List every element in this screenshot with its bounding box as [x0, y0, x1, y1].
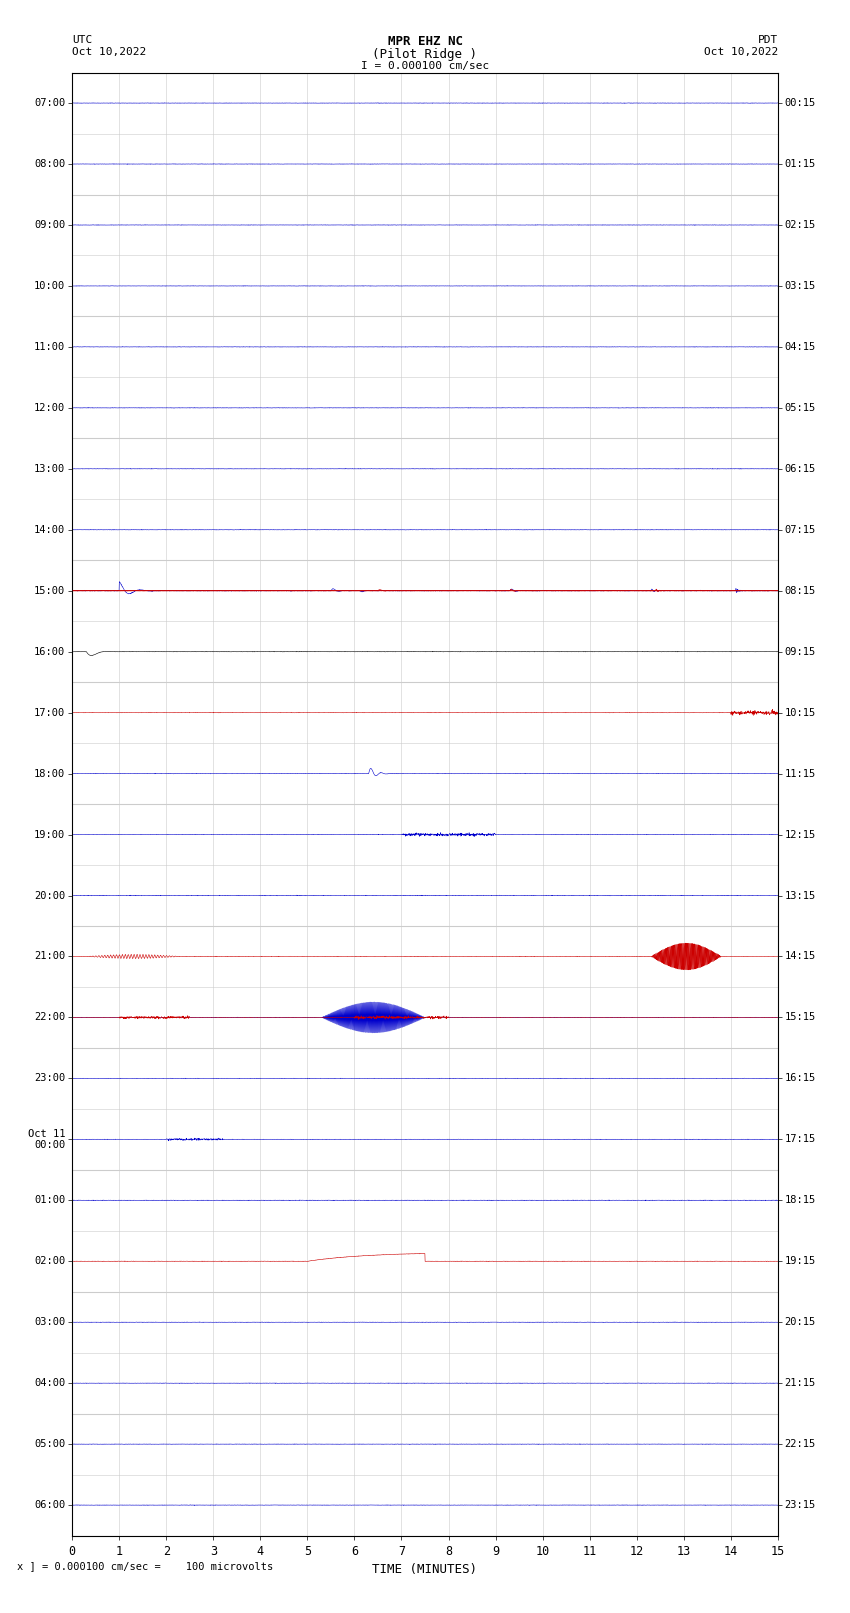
Text: (Pilot Ridge ): (Pilot Ridge ): [372, 48, 478, 61]
X-axis label: TIME (MINUTES): TIME (MINUTES): [372, 1563, 478, 1576]
Text: MPR EHZ NC: MPR EHZ NC: [388, 35, 462, 48]
Text: I = 0.000100 cm/sec: I = 0.000100 cm/sec: [361, 61, 489, 71]
Text: x ] = 0.000100 cm/sec =    100 microvolts: x ] = 0.000100 cm/sec = 100 microvolts: [17, 1561, 273, 1571]
Text: Oct 10,2022: Oct 10,2022: [72, 47, 146, 56]
Text: Oct 10,2022: Oct 10,2022: [704, 47, 778, 56]
Text: UTC: UTC: [72, 35, 93, 45]
Text: PDT: PDT: [757, 35, 778, 45]
